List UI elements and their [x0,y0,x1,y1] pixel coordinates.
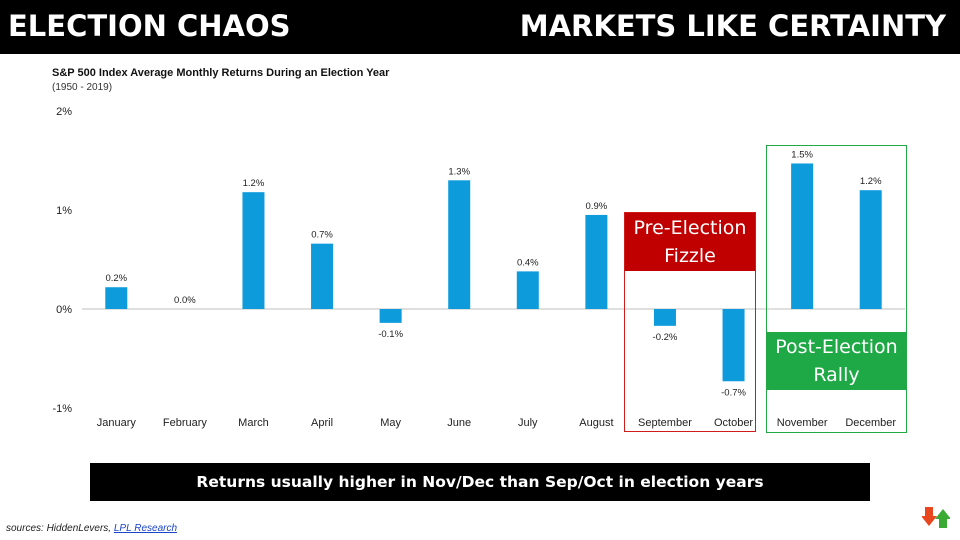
summary-banner: Returns usually higher in Nov/Dec than S… [90,463,870,501]
sources-note: sources: HiddenLevers, LPL Research [6,523,177,534]
data-label: 1.3% [448,166,470,177]
x-tick-label: January [97,417,137,429]
x-tick-label: August [579,417,613,429]
hiddenlevers-arrows-logo-icon [922,507,950,528]
data-label: 1.2% [243,178,265,189]
bar [448,180,471,309]
x-tick-label: September [638,417,692,429]
x-tick-label: November [777,417,828,429]
pre-election-line-2: Fizzle [664,245,716,267]
header-right-title: MARKETS LIKE CERTAINTY [519,9,946,43]
bar [311,243,334,309]
bar [722,309,745,382]
data-label: -0.7% [721,387,746,398]
data-label: -0.2% [653,332,678,343]
pre-election-box [624,212,756,432]
data-label: 1.2% [860,176,882,187]
bar [791,163,814,309]
x-tick-label: December [845,417,896,429]
y-tick-label: -1% [52,403,72,415]
bar [653,309,676,326]
x-tick-label: February [163,417,208,429]
chart-subtitle: (1950 - 2019) [52,82,113,93]
data-label: 0.0% [174,295,196,306]
data-label: 0.7% [311,230,333,241]
x-tick-label: June [447,417,471,429]
y-tick-label: 0% [56,304,72,316]
pre-election-line-1: Pre-Election [633,217,747,239]
data-label: -0.1% [378,329,403,340]
header-bar: ELECTION CHAOS MARKETS LIKE CERTAINTY [0,0,960,54]
pre-election-label: Pre-Election Fizzle [625,213,755,271]
bar [859,190,882,309]
bar [585,214,608,309]
y-tick-label: 2% [56,106,72,118]
bar-chart: 2% 1% 0% -1% 0.2% January 0.0% February 1.2% Marc… [52,106,905,429]
bar [105,287,128,309]
chart-title: S&P 500 Index Average Monthly Returns Du… [52,67,390,79]
x-tick-label: March [238,417,269,429]
bar [516,271,539,309]
post-election-box [766,145,907,433]
data-label: 0.2% [105,273,127,284]
post-election-line-1: Post-Election [775,336,898,358]
sources-prefix: sources: HiddenLevers, [6,523,114,534]
post-election-line-2: Rally [813,364,860,386]
header-left-title: ELECTION CHAOS [8,9,291,43]
post-election-label: Post-Election Rally [767,332,906,390]
x-tick-label: April [311,417,333,429]
data-label: 0.9% [586,201,608,212]
x-tick-label: May [380,417,401,429]
bar [379,309,402,323]
data-label: 1.5% [791,149,813,160]
bar [242,192,265,309]
lpl-research-link[interactable]: LPL Research [113,523,178,534]
x-tick-label: July [518,417,538,429]
x-tick-label: October [714,417,753,429]
data-label: 0.4% [517,257,539,268]
y-tick-label: 1% [56,205,72,217]
